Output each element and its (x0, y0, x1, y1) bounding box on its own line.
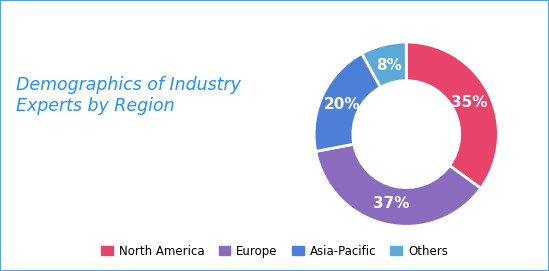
Wedge shape (362, 42, 406, 87)
Wedge shape (314, 53, 380, 151)
Text: Demographics of Industry
Experts by Region: Demographics of Industry Experts by Regi… (16, 76, 242, 115)
Text: 8%: 8% (376, 58, 402, 73)
Wedge shape (406, 42, 498, 188)
Text: 37%: 37% (373, 196, 409, 211)
Wedge shape (316, 144, 481, 226)
Text: 35%: 35% (451, 95, 488, 109)
Legend: North America, Europe, Asia-Pacific, Others: North America, Europe, Asia-Pacific, Oth… (97, 240, 452, 262)
Text: 20%: 20% (324, 96, 361, 112)
